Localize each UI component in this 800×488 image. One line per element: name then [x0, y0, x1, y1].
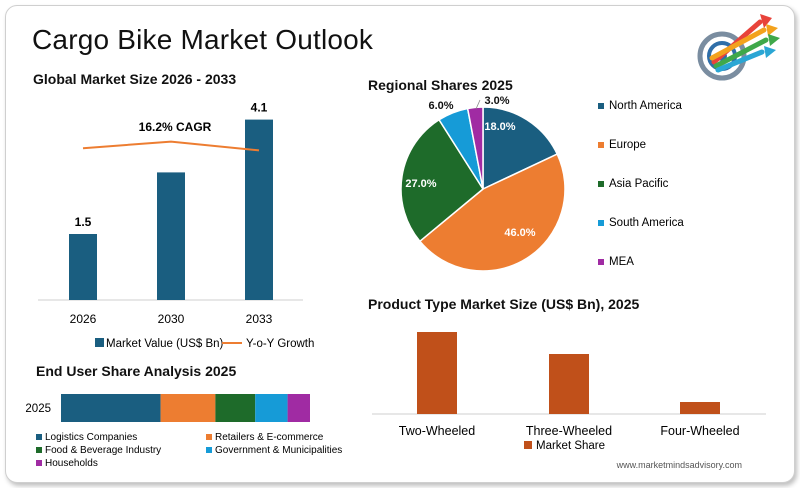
bar-product-type	[680, 402, 720, 414]
x-tick-label: Four-Wheeled	[660, 424, 739, 438]
legend-swatch	[36, 460, 42, 466]
legend-label: Households	[45, 458, 98, 469]
pie-slice-mea	[466, 106, 484, 190]
bar-data-label: 4.1	[251, 101, 268, 115]
x-tick-label: Three-Wheeled	[526, 424, 612, 438]
legend-swatch	[598, 220, 604, 226]
legend-swatch	[206, 447, 212, 453]
legend-label: Government & Municipalities	[215, 445, 342, 456]
legend-label: Europe	[609, 139, 646, 151]
legend-swatch	[598, 103, 604, 109]
stacked-segment	[255, 394, 288, 422]
x-tick-label: 2033	[246, 312, 273, 326]
pie-value-label: 6.0%	[428, 100, 453, 112]
bar-product-type	[417, 332, 457, 414]
legend-label: Food & Beverage Industry	[45, 445, 161, 456]
legend-swatch-market-share	[524, 441, 532, 449]
stacked-segment	[287, 394, 310, 422]
pie-slice-north-america	[482, 106, 559, 191]
legend-swatch	[36, 434, 42, 440]
cagr-annotation: 16.2% CAGR	[139, 120, 212, 134]
pie-value-label: 27.0%	[405, 178, 436, 190]
global-market-title: Global Market Size 2026 - 2033	[33, 71, 237, 87]
bar-market-value	[69, 234, 97, 300]
bar-product-type	[549, 354, 589, 414]
pie-value-label: 18.0%	[484, 121, 515, 133]
x-tick-label: 2030	[158, 312, 185, 326]
pie-slice-europe	[418, 153, 566, 272]
x-tick-label: 2026	[70, 312, 97, 326]
legend-label: Retailers & E-commerce	[215, 432, 324, 443]
legend-label: Asia Pacific	[609, 178, 669, 190]
legend-swatch	[36, 447, 42, 453]
stacked-segment	[61, 394, 161, 422]
bar-data-label: 1.5	[75, 215, 92, 229]
legend-swatch	[598, 259, 604, 265]
pie-value-label: 46.0%	[504, 227, 535, 239]
product-type-title: Product Type Market Size (US$ Bn), 2025	[368, 296, 640, 312]
legend-swatch	[598, 142, 604, 148]
stacked-segment	[160, 394, 216, 422]
legend-label-yoy-growth: Y-o-Y Growth	[246, 338, 314, 350]
regional-shares-title: Regional Shares 2025	[368, 77, 513, 93]
legend-label-market-value: Market Value (US$ Bn)	[106, 338, 224, 350]
legend-label: Logistics Companies	[45, 432, 137, 443]
x-tick-label: Two-Wheeled	[399, 424, 475, 438]
legend-swatch-market-value	[95, 338, 104, 347]
pie-value-label: 3.0%	[484, 95, 509, 107]
legend-swatch	[206, 434, 212, 440]
line-yoy-growth	[82, 140, 260, 152]
pie-slice-asia-pacific	[400, 118, 484, 243]
legend-swatch	[598, 181, 604, 187]
y-tick-label: 2025	[25, 403, 51, 415]
stacked-segment	[215, 394, 256, 422]
end-user-title: End User Share Analysis 2025	[36, 363, 237, 379]
pie-leader-line	[475, 99, 481, 110]
legend-label: South America	[609, 217, 684, 229]
footer-url: www.marketmindsadvisory.com	[616, 460, 742, 470]
legend-label: MEA	[609, 256, 634, 268]
legend-label: North America	[609, 100, 682, 112]
bar-market-value	[157, 172, 185, 300]
legend-label-market-share: Market Share	[536, 440, 605, 452]
page-title: Cargo Bike Market Outlook	[32, 24, 374, 55]
